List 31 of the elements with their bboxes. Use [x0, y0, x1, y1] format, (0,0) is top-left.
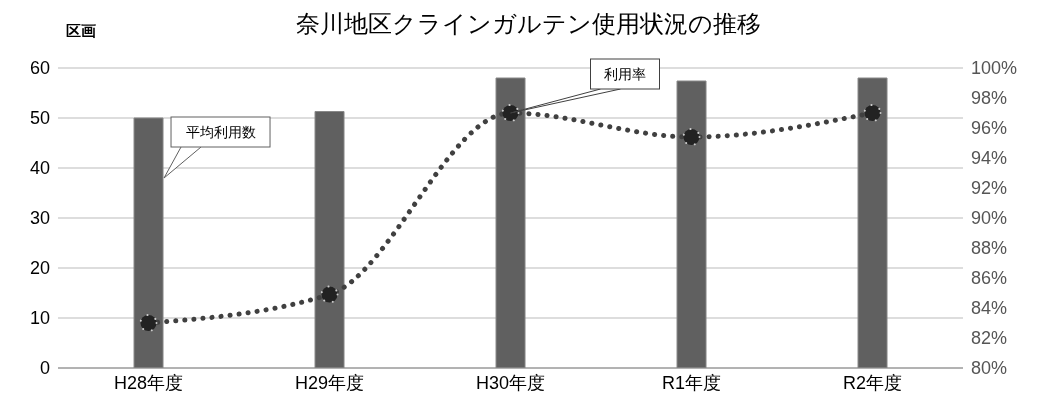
y2-tick-label: 94%: [971, 148, 1008, 169]
y-tick-label: 40: [29, 158, 50, 179]
y2-tick-label: 100%: [971, 58, 1018, 79]
y-tick-label: 50: [29, 108, 50, 129]
y2-tick-label: 92%: [971, 178, 1008, 199]
point: [139, 314, 158, 332]
y-tick-label: 0: [39, 358, 50, 379]
y-tick-label: 60: [29, 58, 50, 79]
y-tick-label: 30: [29, 208, 50, 229]
x-tick-label: R2年度: [842, 372, 903, 393]
x-tick-label: H30年度: [475, 372, 546, 393]
y2-tick-label: 86%: [971, 268, 1008, 289]
y-tick-label: 20: [29, 258, 50, 279]
point: [863, 104, 882, 122]
y-axis-title: 区画: [66, 22, 96, 41]
text: 利用率: [604, 66, 646, 82]
chart-title: 奈川地区クラインガルテン使用状況の推移: [295, 10, 761, 37]
y2-tick-label: 90%: [971, 208, 1008, 229]
x-tick-label: H29年度: [294, 372, 365, 393]
y-tick-label: 10: [29, 308, 50, 329]
y2-tick-label: 88%: [971, 238, 1008, 259]
series-label: 平均利用数: [185, 124, 256, 140]
y2-tick-label: 80%: [971, 358, 1008, 379]
y2-tick-label: 96%: [971, 118, 1008, 139]
x-tick-label: H28年度: [113, 372, 184, 393]
y2-tick-label: 84%: [971, 298, 1008, 319]
x-tick-label: R1年度: [661, 372, 722, 393]
point: [320, 285, 339, 304]
y2-tick-label: 82%: [971, 328, 1008, 349]
y2-tick-label: 98%: [971, 88, 1008, 109]
point: [682, 128, 701, 146]
